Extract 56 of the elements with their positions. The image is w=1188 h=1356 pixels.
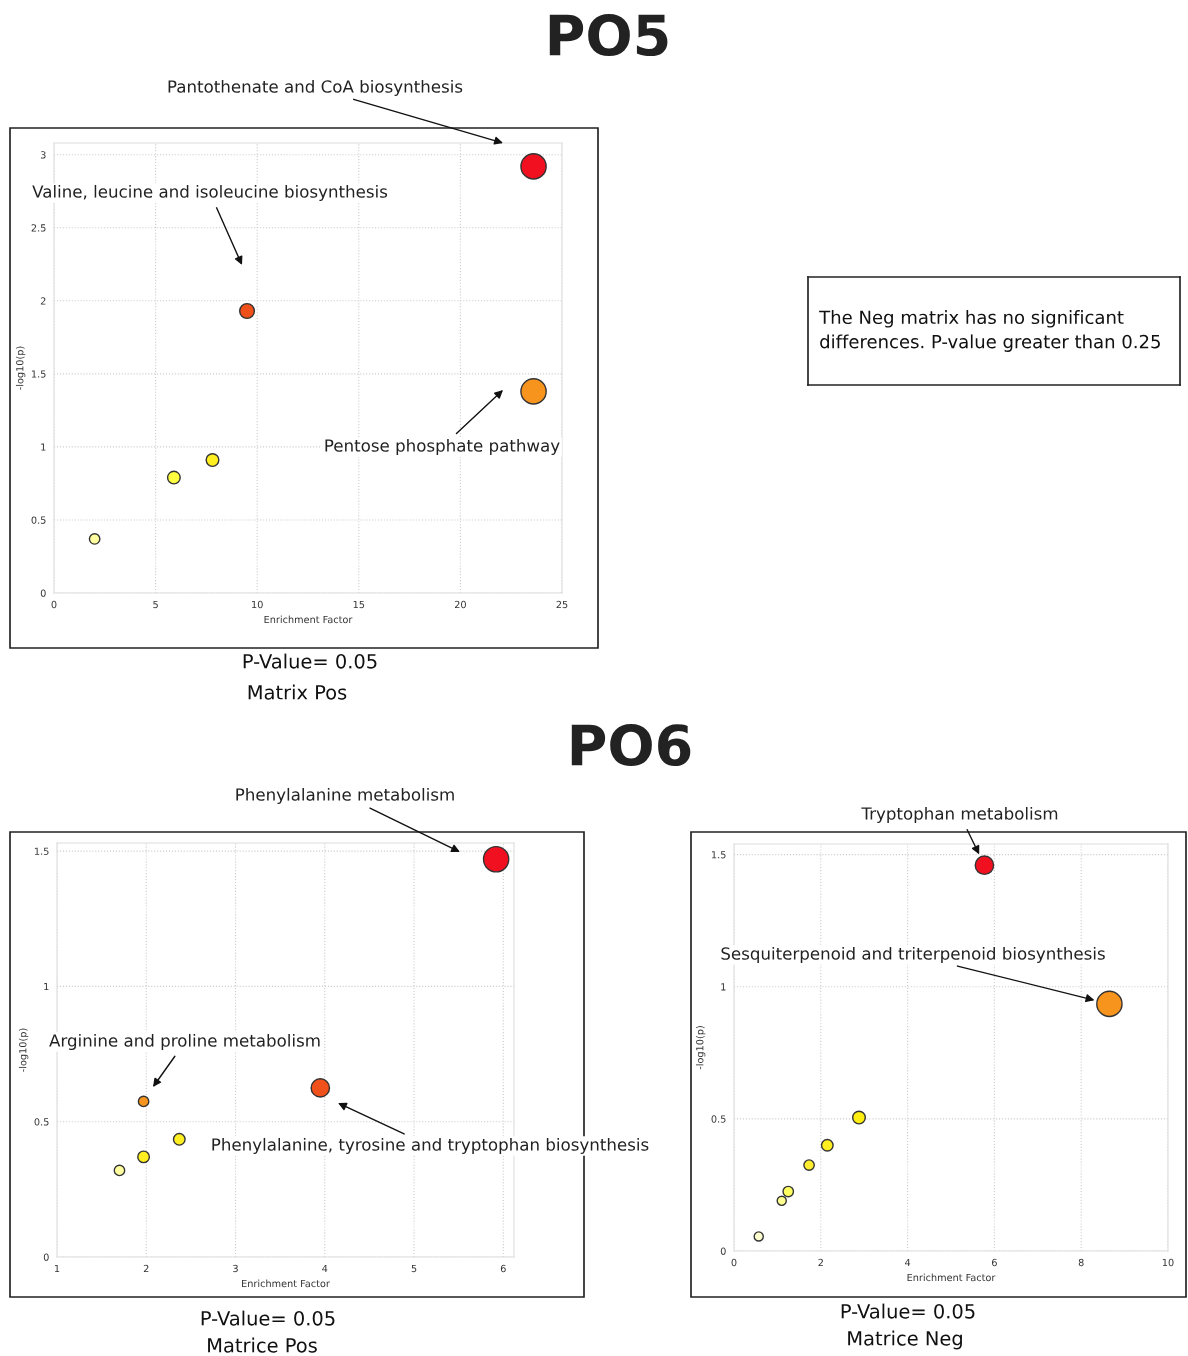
y-tick-label: 2.5 bbox=[31, 224, 46, 232]
y-axis-title: -log10(p) bbox=[695, 1026, 706, 1070]
annotation: Phenylalanine, tyrosine and tryptophan biosynthesis bbox=[212, 1137, 649, 1155]
y-tick-label: 3 bbox=[40, 151, 46, 159]
x-axis-title: Enrichment Factor bbox=[264, 615, 353, 624]
x-tick-label: 3 bbox=[233, 1264, 238, 1273]
x-tick-label: 10 bbox=[1162, 1258, 1174, 1267]
chart-title: PO5 bbox=[549, 14, 668, 57]
text: Phenylalanine metabolism bbox=[236, 787, 454, 805]
x-tick-label: 15 bbox=[353, 600, 365, 609]
x-tick-label: 2 bbox=[818, 1258, 823, 1267]
x-tick-label: 25 bbox=[556, 600, 568, 609]
y-tick-label: 1.5 bbox=[34, 847, 49, 855]
y-tick-label: 0.5 bbox=[34, 1118, 49, 1126]
text: Matrice Pos bbox=[208, 1337, 317, 1353]
text: Matrice Neg bbox=[848, 1330, 962, 1350]
text: The Neg matrix has no significant differences. P-value greater than 0.25 bbox=[819, 310, 1160, 352]
y-tick-label: 1 bbox=[721, 983, 726, 991]
text: P-Value= 0.05 bbox=[841, 1303, 975, 1319]
annotation: Tryptophan metabolism bbox=[861, 806, 1058, 824]
text: Matrix Pos bbox=[248, 684, 347, 700]
x-axis-title: Enrichment Factor bbox=[907, 1273, 996, 1282]
y-tick-label: 0 bbox=[43, 1253, 49, 1261]
x-tick-label: 0 bbox=[731, 1258, 737, 1267]
y-axis-title: -log10(p) bbox=[15, 346, 26, 390]
y-tick-label: 1.5 bbox=[31, 370, 46, 378]
x-tick-label: 1 bbox=[54, 1264, 60, 1273]
x-tick-label: 6 bbox=[500, 1264, 506, 1273]
text: Pantothenate and CoA biosynthesis bbox=[168, 79, 463, 97]
y-axis-title: -log10(p) bbox=[18, 1028, 29, 1072]
x-tick-label: 20 bbox=[454, 600, 466, 609]
y-tick-label: 0 bbox=[40, 589, 46, 597]
x-tick-label: 4 bbox=[322, 1264, 328, 1273]
x-tick-label: 5 bbox=[153, 600, 158, 609]
y-tick-label: 0.5 bbox=[31, 516, 46, 524]
y-tick-label: 1 bbox=[44, 983, 49, 991]
x-tick-label: 8 bbox=[1078, 1258, 1084, 1267]
x-tick-label: 5 bbox=[411, 1264, 417, 1273]
y-tick-label: 0 bbox=[720, 1247, 726, 1255]
annotation: Arginine and proline metabolism bbox=[49, 1033, 320, 1051]
annotation: Valine, leucine and isoleucine biosynthesis bbox=[32, 184, 388, 202]
x-axis-title: Enrichment Factor bbox=[242, 1279, 330, 1288]
annotation: Sesquiterpenoid and triterpenoid biosynthesis bbox=[721, 946, 1105, 964]
x-tick-label: 0 bbox=[51, 600, 57, 609]
y-tick-label: 0.5 bbox=[711, 1115, 726, 1123]
y-tick-label: 1 bbox=[41, 443, 46, 451]
text: P-Value= 0.05 bbox=[243, 653, 377, 669]
y-tick-label: 2 bbox=[40, 297, 46, 305]
x-tick-label: 4 bbox=[904, 1258, 911, 1267]
x-tick-label: 2 bbox=[143, 1264, 149, 1273]
annotation: Pentose phosphate pathway bbox=[325, 438, 560, 456]
x-tick-label: 6 bbox=[991, 1258, 997, 1267]
text: P-Value= 0.05 bbox=[201, 1310, 335, 1326]
y-tick-label: 1.5 bbox=[711, 851, 726, 859]
text: PO6 bbox=[571, 724, 691, 767]
x-tick-label: 10 bbox=[252, 600, 263, 609]
